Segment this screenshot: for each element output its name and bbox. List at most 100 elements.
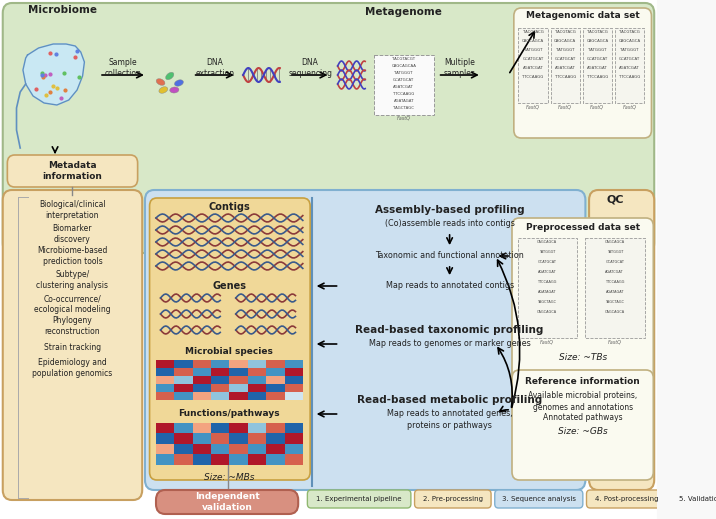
Text: 3. Sequence analysis: 3. Sequence analysis [502, 496, 576, 502]
Text: TTCCAAGG: TTCCAAGG [537, 280, 556, 284]
Text: CAGCAGCA: CAGCAGCA [537, 240, 557, 244]
Text: TTCCAAGG: TTCCAAGG [554, 75, 576, 79]
Text: AGATCGAT: AGATCGAT [619, 66, 640, 70]
Text: GCATGCAT: GCATGCAT [619, 57, 640, 61]
Text: Annotated pathways: Annotated pathways [543, 414, 622, 422]
Text: Sample
collection: Sample collection [105, 58, 141, 78]
Text: genomes and annotations: genomes and annotations [533, 403, 633, 412]
Text: Functions/pathways: Functions/pathways [178, 409, 280, 418]
Text: QC: QC [606, 195, 624, 205]
FancyBboxPatch shape [3, 190, 142, 500]
Text: Metadata
information: Metadata information [42, 161, 102, 181]
Text: TATGGGT: TATGGGT [524, 48, 542, 52]
Text: AGATCGAT: AGATCGAT [538, 270, 556, 274]
Text: DNA
sequencing: DNA sequencing [288, 58, 332, 78]
Text: Independent
validation: Independent validation [195, 493, 260, 512]
FancyBboxPatch shape [156, 490, 298, 514]
Text: CAGCAGCA: CAGCAGCA [537, 310, 557, 314]
Text: AGATCGAT: AGATCGAT [606, 270, 624, 274]
Text: AGATAGAT: AGATAGAT [606, 290, 624, 294]
FancyBboxPatch shape [514, 8, 652, 138]
Text: CAGCAGCAA: CAGCAGCAA [391, 64, 416, 68]
Text: TTCCAAGG: TTCCAAGG [605, 280, 624, 284]
Text: FastQ: FastQ [540, 339, 554, 345]
Text: GCATGCAT: GCATGCAT [605, 260, 624, 264]
Text: CAGCAGCA: CAGCAGCA [619, 39, 641, 43]
Text: Strain tracking: Strain tracking [44, 343, 101, 351]
FancyBboxPatch shape [512, 218, 653, 403]
Bar [586, 238, 645, 338]
Text: Subtype/
clustering analysis: Subtype/ clustering analysis [37, 270, 109, 290]
FancyBboxPatch shape [145, 190, 586, 490]
FancyBboxPatch shape [415, 490, 491, 508]
Text: Taxonomic and functional annotation: Taxonomic and functional annotation [375, 252, 524, 261]
Text: DNA
extraction: DNA extraction [195, 58, 234, 78]
Text: TATGGGT: TATGGGT [538, 250, 555, 254]
Text: AGATAGAT: AGATAGAT [394, 99, 414, 103]
Text: TAGCTAGC: TAGCTAGC [393, 106, 415, 110]
Text: TATGGGT: TATGGGT [588, 48, 606, 52]
Text: GCATGCAT: GCATGCAT [538, 260, 556, 264]
Bar [551, 28, 580, 103]
Text: Metagenome: Metagenome [365, 7, 442, 17]
Bar [518, 238, 577, 338]
Text: GCATGCAT: GCATGCAT [523, 57, 543, 61]
FancyBboxPatch shape [495, 490, 583, 508]
Text: Map reads to annotated contigs: Map reads to annotated contigs [385, 281, 513, 291]
Text: TATGGGT: TATGGGT [556, 48, 574, 52]
Ellipse shape [175, 80, 183, 86]
Text: TACGTACGT: TACGTACGT [392, 57, 415, 61]
Text: Available microbial proteins,: Available microbial proteins, [528, 391, 637, 401]
Text: TAGCTAGC: TAGCTAGC [538, 300, 556, 304]
Text: Read-based metabolic profiling: Read-based metabolic profiling [357, 395, 542, 405]
FancyBboxPatch shape [586, 490, 667, 508]
FancyBboxPatch shape [512, 370, 653, 480]
Text: FastQ: FastQ [608, 339, 621, 345]
Text: TACGTACG: TACGTACG [587, 30, 608, 34]
Text: TATGGGT: TATGGGT [620, 48, 639, 52]
Text: AGATCGAT: AGATCGAT [393, 85, 414, 89]
Text: TACGTACG: TACGTACG [619, 30, 640, 34]
Text: GCATGCAT: GCATGCAT [555, 57, 576, 61]
Text: 2. Pre-processing: 2. Pre-processing [423, 496, 483, 502]
Text: TACGTACG: TACGTACG [555, 30, 576, 34]
Ellipse shape [159, 87, 168, 93]
FancyBboxPatch shape [7, 155, 137, 187]
Text: FastQ: FastQ [622, 104, 637, 110]
FancyBboxPatch shape [0, 0, 657, 519]
Ellipse shape [170, 87, 179, 93]
Ellipse shape [156, 79, 165, 85]
Text: TTCCAAGG: TTCCAAGG [523, 75, 543, 79]
Text: CAGCAGCA: CAGCAGCA [605, 310, 625, 314]
Bar [615, 28, 644, 103]
Text: Microbiome: Microbiome [28, 5, 97, 15]
Text: TATGGGT: TATGGGT [606, 250, 623, 254]
Text: Size: ~TBs: Size: ~TBs [558, 353, 606, 362]
Text: FastQ: FastQ [590, 104, 604, 110]
Text: AGATAGAT: AGATAGAT [538, 290, 556, 294]
Text: TTCCAAGG: TTCCAAGG [619, 75, 640, 79]
Text: 5. Validation: 5. Validation [679, 496, 716, 502]
Text: Assembly-based profiling: Assembly-based profiling [374, 205, 524, 215]
Bar [518, 28, 548, 103]
Text: 4. Post-processing: 4. Post-processing [595, 496, 659, 502]
Text: Reference information: Reference information [526, 377, 640, 387]
Text: FastQ: FastQ [526, 104, 540, 110]
Text: Size: ~MBs: Size: ~MBs [204, 472, 255, 482]
Text: Map reads to genomes or marker genes: Map reads to genomes or marker genes [369, 339, 531, 348]
Text: Size: ~GBs: Size: ~GBs [558, 428, 607, 436]
Text: Multiple
samples: Multiple samples [444, 58, 475, 78]
Text: Phylogeny
reconstruction: Phylogeny reconstruction [44, 316, 100, 336]
Polygon shape [23, 44, 84, 105]
Text: GCATGCAT: GCATGCAT [393, 78, 415, 82]
FancyBboxPatch shape [150, 198, 310, 480]
Bar [374, 55, 434, 115]
Text: Preprocessed data set: Preprocessed data set [526, 224, 639, 233]
Text: CAGCAGCA: CAGCAGCA [586, 39, 609, 43]
Text: Metagenomic data set: Metagenomic data set [526, 11, 639, 20]
Text: TTCCAAGG: TTCCAAGG [586, 75, 608, 79]
Text: FastQ: FastQ [558, 104, 572, 110]
Text: Epidemiology and
population genomics: Epidemiology and population genomics [32, 358, 112, 378]
Text: GCATGCAT: GCATGCAT [586, 57, 608, 61]
Text: TTCCAAGG: TTCCAAGG [393, 92, 415, 96]
